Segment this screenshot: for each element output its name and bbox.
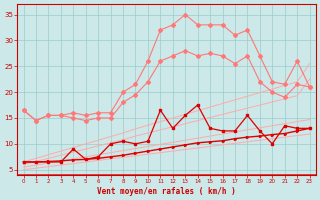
X-axis label: Vent moyen/en rafales ( km/h ): Vent moyen/en rafales ( km/h ) bbox=[97, 187, 236, 196]
